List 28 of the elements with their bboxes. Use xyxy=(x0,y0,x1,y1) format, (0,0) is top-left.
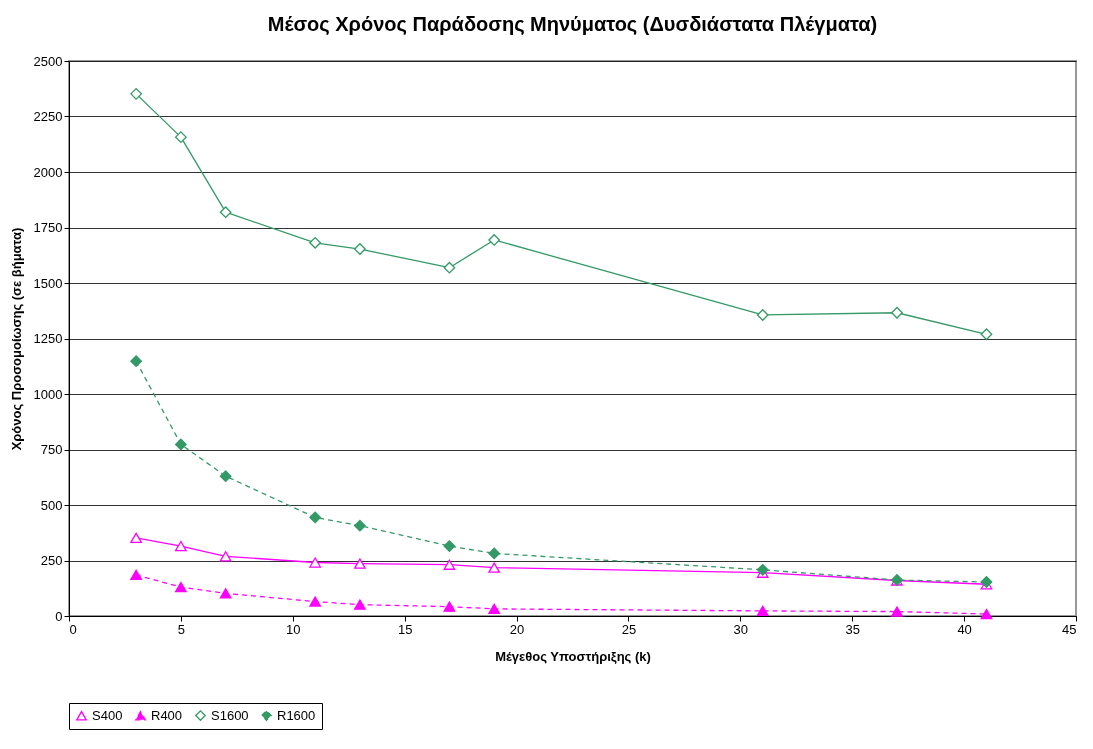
x-tick-label: 5 xyxy=(177,621,186,637)
x-tick-label: 45 xyxy=(1062,621,1077,637)
y-tick-label: 250 xyxy=(40,553,63,568)
x-tick-label: 0 xyxy=(69,621,77,637)
x-tick-label: 15 xyxy=(397,621,413,637)
y-axis-title: Χρόνος Προσομοίωσης (σε βήματα) xyxy=(8,227,24,451)
y-tick-label: 500 xyxy=(40,497,63,513)
chart-title: Μέσος Χρόνος Παράδοσης Μηνύματος (Δυσδιάστατα Πλέγματα) xyxy=(267,13,878,35)
x-tick-label: 25 xyxy=(621,621,637,637)
y-tick-label: 2500 xyxy=(33,53,63,69)
legend-label: S1600 xyxy=(211,707,249,723)
x-tick-label: 30 xyxy=(733,621,749,637)
x-tick-label: 10 xyxy=(286,621,301,637)
x-tick-label: 40 xyxy=(957,621,972,637)
legend-label: R400 xyxy=(151,707,183,723)
legend-label: S400 xyxy=(92,707,123,723)
x-tick-label: 35 xyxy=(845,621,860,637)
y-tick-label: 2000 xyxy=(33,164,63,180)
y-tick-label: 2250 xyxy=(33,109,63,124)
y-tick-label: 1250 xyxy=(33,331,63,346)
x-tick-label: 20 xyxy=(509,621,525,637)
y-tick-label: 1500 xyxy=(33,275,63,291)
y-tick-label: 1000 xyxy=(33,386,63,402)
y-tick-label: 0 xyxy=(55,608,63,624)
y-tick-label: 750 xyxy=(40,442,63,457)
legend-label: R1600 xyxy=(277,707,316,723)
y-tick-label: 1750 xyxy=(33,220,63,235)
x-axis-title: Μέγεθος Υποστήριξης (k) xyxy=(495,648,651,664)
